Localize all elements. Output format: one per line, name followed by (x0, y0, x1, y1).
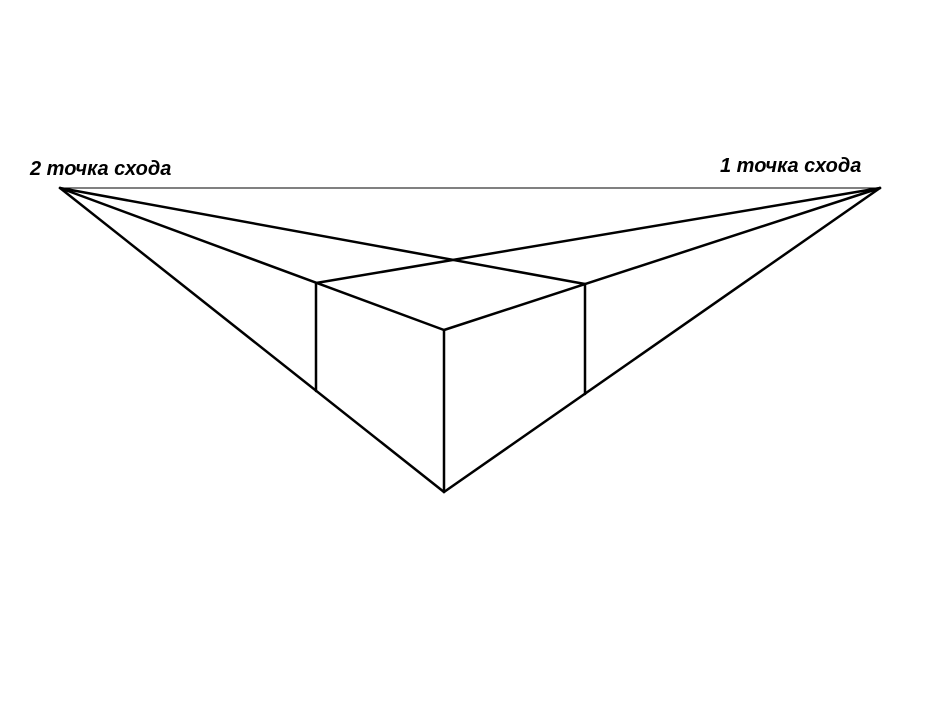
vanishing-point-1-label: 1 точка схода (720, 155, 861, 178)
ray-right-back-top (316, 188, 880, 283)
ray-right-top (444, 188, 880, 330)
ray-right-bottom (444, 188, 880, 492)
ray-left-bottom (60, 188, 444, 492)
ray-left-back-top (60, 188, 585, 284)
ray-left-top (60, 188, 444, 330)
vanishing-point-2-label: 2 точка схода (30, 158, 171, 181)
perspective-diagram: 2 точка схода 1 точка схода (0, 0, 940, 705)
diagram-svg (0, 0, 940, 705)
